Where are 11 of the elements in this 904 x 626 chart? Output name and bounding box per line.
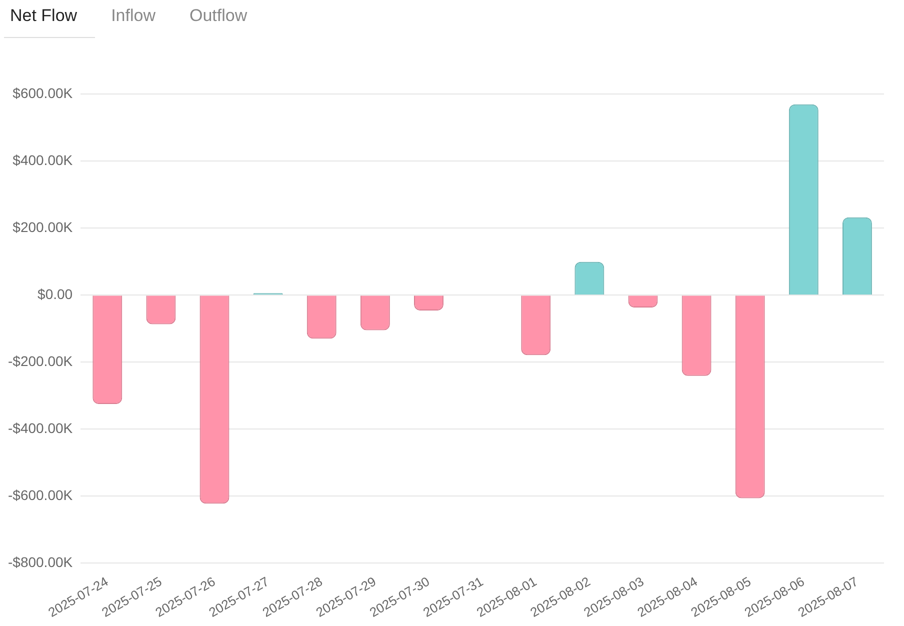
text: Net Flow <box>4 0 96 38</box>
y-tick-label: $400.00K <box>12 152 74 168</box>
y-tick-label: $200.00K <box>12 218 74 235</box>
y-tick-label: -$800.00K <box>8 554 74 570</box>
y-tick-label: $600.00K <box>12 84 74 101</box>
text: Inflow <box>110 5 156 27</box>
y-tick-label: -$600.00K <box>8 487 74 504</box>
y-tick-label: -$400.00K <box>8 420 74 436</box>
y-tick-label: $0.00 <box>38 286 73 302</box>
text: Outflow <box>188 5 248 27</box>
y-tick-label: -$200.00K <box>8 352 74 369</box>
